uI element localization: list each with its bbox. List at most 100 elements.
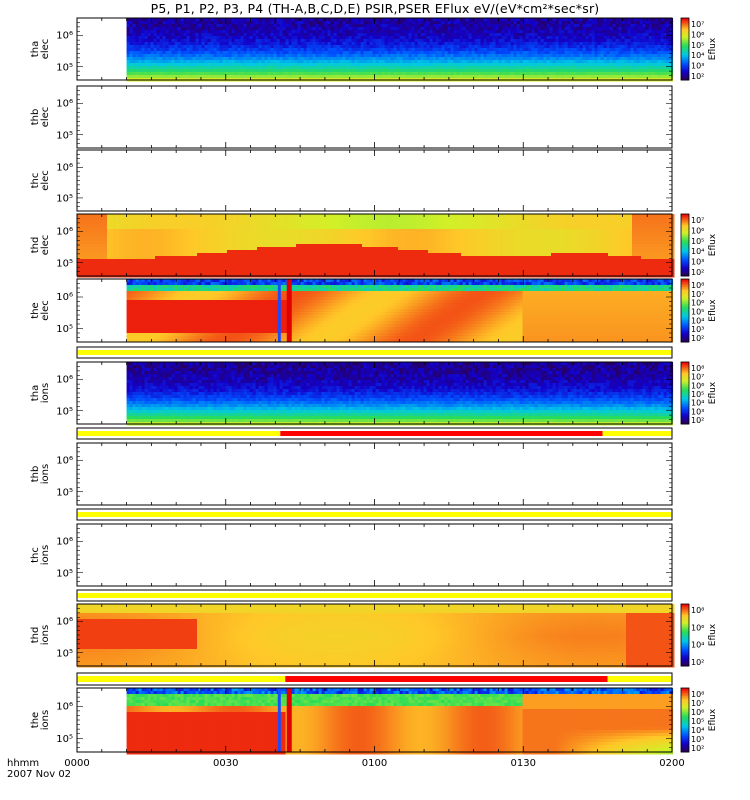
spectrogram-cell bbox=[646, 45, 650, 49]
spectrogram-cell bbox=[89, 247, 93, 251]
spectrogram-cell bbox=[125, 247, 129, 251]
spectrogram-cell bbox=[142, 69, 146, 73]
spectrogram-cell bbox=[107, 217, 111, 221]
spectrogram-cell bbox=[197, 247, 201, 251]
panel-thb-elec: 10⁶10⁵thb elec bbox=[30, 86, 672, 148]
spectrogram-cell bbox=[493, 42, 497, 46]
spectrogram-cell bbox=[658, 42, 662, 46]
spectrogram-cell bbox=[517, 30, 521, 34]
spectrogram-cell bbox=[460, 63, 464, 67]
spectrogram-cell bbox=[604, 27, 608, 31]
spectrogram-cell bbox=[439, 39, 443, 43]
spectrogram-cell bbox=[220, 27, 224, 31]
spectrogram-cell bbox=[610, 27, 614, 31]
spectrogram-cell bbox=[655, 24, 659, 28]
spectrogram-cell bbox=[95, 247, 99, 251]
spectrogram-cell bbox=[568, 33, 572, 37]
spectrogram-cell bbox=[607, 33, 611, 37]
spectrogram-cell bbox=[406, 18, 410, 22]
spectrogram-cell bbox=[526, 18, 530, 22]
spectrogram-cell bbox=[259, 33, 263, 37]
spectrogram-cell bbox=[469, 27, 473, 31]
spectrogram-cell bbox=[179, 262, 183, 266]
spectrogram-cell bbox=[190, 30, 194, 34]
spectrogram-cell bbox=[415, 30, 419, 34]
spectrogram-cell bbox=[382, 72, 386, 76]
spectrogram-cell bbox=[202, 48, 206, 52]
spectrogram-cell bbox=[367, 66, 371, 70]
spectrogram-cell bbox=[481, 36, 485, 40]
spectrogram-cell bbox=[247, 63, 251, 67]
spectrogram-cell bbox=[436, 27, 440, 31]
spectrogram-cell bbox=[577, 66, 581, 70]
spectrogram-cell bbox=[523, 54, 527, 58]
spectrogram-cell bbox=[154, 63, 158, 67]
spectrogram-cell bbox=[256, 57, 259, 61]
spectrogram-cell bbox=[148, 33, 152, 37]
spectrogram-cell bbox=[86, 220, 90, 224]
spectrogram-cell bbox=[223, 33, 227, 37]
spectrogram-cell bbox=[379, 27, 383, 31]
spectrogram-cell bbox=[211, 27, 215, 31]
spectrogram-cell bbox=[140, 232, 144, 236]
spectrogram-cell bbox=[271, 18, 275, 22]
spectrogram-cell bbox=[116, 223, 120, 227]
spectrogram-cell bbox=[292, 54, 296, 58]
spectrogram-cell bbox=[176, 259, 180, 263]
spectrogram-cell bbox=[205, 27, 209, 31]
spectrogram-cell bbox=[505, 54, 509, 58]
spectrogram-cell bbox=[352, 45, 356, 49]
spectrogram-cell bbox=[313, 51, 317, 55]
spectrogram-cell bbox=[658, 18, 662, 22]
spectrogram-cell bbox=[457, 27, 461, 31]
spectrogram-cell bbox=[604, 18, 608, 22]
spectrogram-cell bbox=[457, 36, 461, 40]
spectrogram-cell bbox=[83, 262, 87, 266]
spectrogram-cell bbox=[367, 33, 371, 37]
spectrogram-cell bbox=[310, 57, 314, 61]
spectrogram-cell bbox=[601, 69, 605, 73]
spectrogram-cell bbox=[116, 265, 120, 269]
spectrogram-cell bbox=[214, 54, 218, 58]
spectrogram-cell bbox=[436, 69, 440, 73]
spectrogram-cell bbox=[155, 265, 159, 269]
spectrogram-cell bbox=[472, 48, 476, 52]
spectrogram-cell bbox=[77, 235, 81, 239]
spectrogram-cell bbox=[577, 33, 581, 37]
spectrogram-cell bbox=[547, 45, 551, 49]
spectrogram-cell bbox=[131, 238, 135, 242]
spectrogram-cell bbox=[185, 235, 189, 239]
spectrogram-cell bbox=[145, 54, 149, 58]
spectrogram-cell bbox=[167, 265, 171, 269]
spectrogram-cell bbox=[200, 262, 204, 266]
spectrogram-cell bbox=[634, 60, 638, 64]
spectrogram-cell bbox=[478, 21, 482, 25]
spectrogram-cell bbox=[217, 60, 221, 64]
spectrogram-cell bbox=[532, 63, 536, 67]
spectrogram-cell bbox=[589, 48, 593, 52]
spectrogram-cell bbox=[190, 42, 194, 46]
spectrogram-cell bbox=[406, 24, 410, 28]
spectrogram-cell bbox=[670, 69, 674, 73]
spectrogram-cell bbox=[179, 253, 183, 257]
spectrogram-cell bbox=[562, 48, 566, 52]
spectrogram-cell bbox=[589, 72, 593, 76]
spectrogram-cell bbox=[196, 66, 200, 70]
spectrogram-cell bbox=[586, 30, 590, 34]
spectrogram-cell bbox=[137, 214, 141, 218]
spectrogram-cell bbox=[469, 51, 473, 55]
spectrogram-cell bbox=[310, 18, 314, 22]
spectrogram-cell bbox=[194, 271, 198, 275]
spectrogram-cell bbox=[337, 27, 341, 31]
spectrogram-cell bbox=[349, 24, 353, 28]
spectrogram-cell bbox=[550, 30, 554, 34]
spectrogram-cell bbox=[628, 57, 632, 61]
spectrogram-cell bbox=[598, 36, 602, 40]
spectrogram-cell bbox=[637, 57, 641, 61]
spectrogram-cell bbox=[134, 214, 138, 218]
spectrogram-cell bbox=[295, 48, 299, 52]
spectrogram-cell bbox=[280, 30, 284, 34]
spectrogram-cell bbox=[107, 232, 111, 236]
spectrogram-cell bbox=[415, 54, 419, 58]
spectrogram-cell bbox=[442, 51, 446, 55]
